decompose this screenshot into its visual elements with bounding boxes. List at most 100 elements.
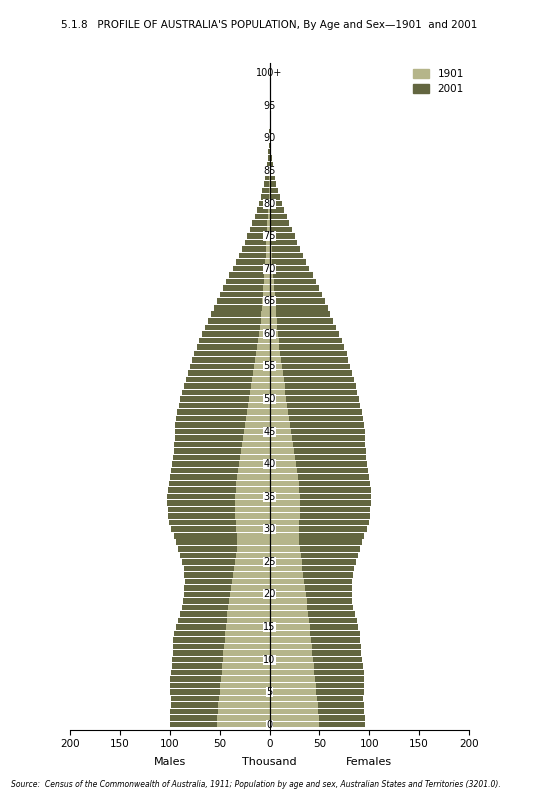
Bar: [265, 266, 270, 271]
Bar: [270, 494, 371, 500]
Bar: [173, 455, 270, 461]
Text: 5: 5: [266, 687, 273, 697]
Bar: [223, 657, 270, 662]
Bar: [266, 233, 270, 239]
Bar: [270, 611, 308, 617]
Bar: [171, 703, 270, 708]
Bar: [238, 468, 270, 473]
Bar: [270, 689, 364, 695]
Bar: [217, 715, 270, 721]
Bar: [270, 722, 365, 727]
Text: 35: 35: [264, 492, 275, 502]
Text: 60: 60: [264, 329, 275, 339]
Bar: [270, 136, 271, 141]
Bar: [168, 507, 270, 512]
Bar: [270, 266, 309, 271]
Bar: [270, 650, 361, 656]
Bar: [237, 539, 270, 545]
Bar: [167, 494, 270, 500]
Bar: [246, 416, 270, 421]
Bar: [270, 298, 275, 304]
Bar: [270, 383, 286, 389]
Bar: [179, 403, 270, 408]
Bar: [270, 422, 364, 427]
Bar: [169, 481, 270, 486]
Bar: [178, 618, 270, 623]
Bar: [267, 148, 270, 154]
Bar: [270, 162, 273, 167]
Bar: [167, 500, 270, 506]
Bar: [270, 630, 310, 636]
Bar: [268, 136, 270, 141]
Bar: [250, 227, 270, 232]
Bar: [270, 539, 300, 545]
Bar: [270, 364, 350, 369]
Bar: [229, 598, 270, 603]
Bar: [270, 448, 366, 454]
Bar: [270, 474, 369, 480]
Bar: [205, 324, 270, 330]
Bar: [175, 422, 270, 427]
Bar: [270, 259, 306, 265]
Bar: [233, 565, 270, 571]
Bar: [237, 546, 270, 552]
Bar: [270, 670, 364, 676]
Bar: [270, 429, 365, 435]
Bar: [270, 657, 362, 662]
Bar: [270, 657, 313, 662]
Bar: [230, 592, 270, 597]
Bar: [270, 279, 316, 285]
Bar: [179, 553, 270, 558]
Bar: [270, 585, 306, 591]
Bar: [270, 396, 360, 402]
Bar: [218, 703, 270, 708]
Bar: [270, 559, 356, 565]
Bar: [262, 292, 270, 297]
Bar: [270, 474, 299, 480]
Bar: [265, 174, 270, 180]
Bar: [190, 364, 270, 369]
Bar: [240, 448, 270, 454]
Text: 95: 95: [264, 101, 275, 111]
Bar: [270, 214, 271, 220]
Bar: [270, 481, 370, 486]
Bar: [270, 298, 326, 304]
Bar: [270, 148, 272, 154]
Bar: [219, 695, 270, 701]
Bar: [270, 468, 368, 473]
Bar: [270, 123, 271, 128]
Bar: [270, 527, 300, 532]
Bar: [270, 565, 354, 571]
Bar: [261, 298, 270, 304]
Bar: [270, 383, 356, 389]
Bar: [270, 305, 328, 311]
Bar: [184, 565, 270, 571]
Bar: [174, 442, 270, 447]
Text: 100+: 100+: [257, 68, 282, 79]
Bar: [270, 650, 313, 656]
Bar: [270, 389, 357, 395]
Bar: [270, 644, 361, 649]
Bar: [270, 604, 353, 610]
Bar: [270, 695, 363, 701]
Bar: [260, 312, 270, 317]
Bar: [197, 344, 270, 350]
Bar: [170, 689, 270, 695]
Bar: [270, 227, 272, 232]
Bar: [270, 351, 280, 356]
Bar: [257, 344, 270, 350]
Bar: [234, 500, 270, 506]
Bar: [270, 703, 319, 708]
Bar: [270, 155, 273, 161]
Text: 85: 85: [264, 166, 275, 176]
Bar: [220, 292, 270, 297]
Bar: [179, 396, 270, 402]
Bar: [270, 435, 365, 441]
Bar: [270, 194, 280, 200]
Bar: [270, 683, 364, 688]
Bar: [246, 409, 270, 415]
Bar: [171, 468, 270, 473]
Bar: [270, 247, 273, 252]
Bar: [236, 481, 270, 486]
Bar: [270, 638, 360, 643]
